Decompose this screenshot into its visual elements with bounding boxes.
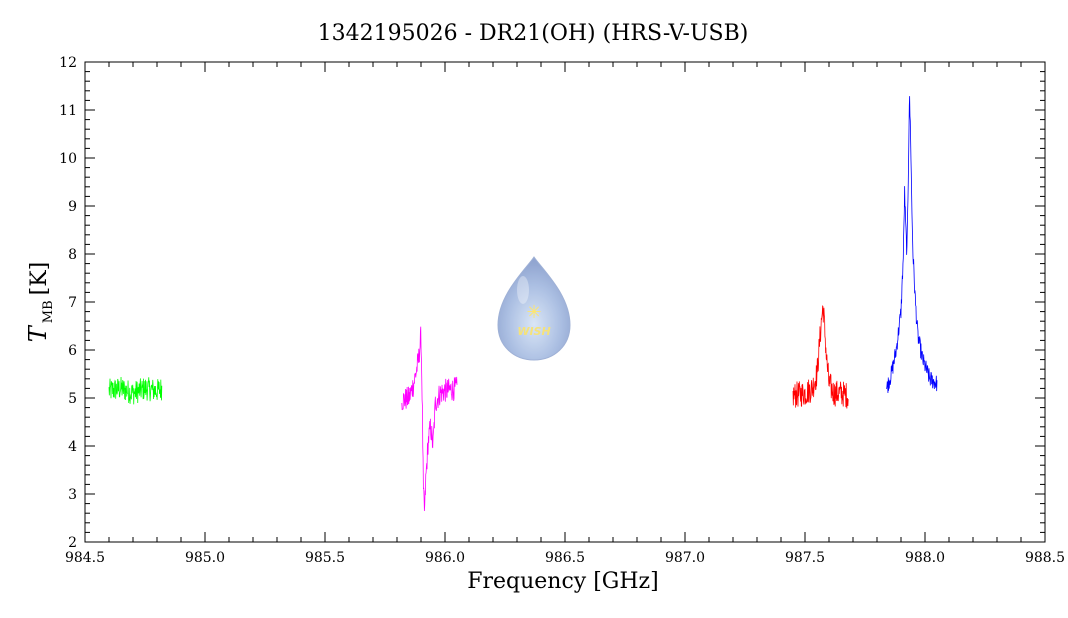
y-tick-label: 7: [68, 295, 77, 311]
series-layer: [108, 96, 938, 512]
x-tick-label: 988.5: [1025, 550, 1065, 566]
y-tick-label: 4: [68, 439, 77, 455]
x-tick-label: 987.5: [785, 550, 825, 566]
y-tick-label: 6: [68, 343, 77, 359]
chart-title: 1342195026 - DR21(OH) (HRS-V-USB): [318, 21, 749, 46]
y-tick-label: 2: [68, 535, 77, 551]
drop-highlight: [517, 276, 529, 304]
x-tick-label: 985.0: [185, 550, 225, 566]
x-tick-label: 986.0: [425, 550, 465, 566]
plot-area: ✳ WISH: [108, 96, 938, 512]
y-axis: 2 3 4 5 6 7 8 9 10 11 12: [59, 55, 1045, 551]
y-tick-label: 3: [68, 487, 77, 503]
y-axis-label-sub: MB: [41, 300, 56, 323]
x-tick-label: 984.5: [65, 550, 105, 566]
x-tick-label: 986.5: [545, 550, 585, 566]
y-tick-label: 5: [68, 391, 77, 407]
y-tick-label: 9: [68, 199, 77, 215]
spectrum-series-3: [792, 305, 849, 409]
y-axis-label: TMB [K]: [24, 262, 56, 343]
y-tick-label: 10: [59, 151, 77, 167]
water-drop-icon: [497, 256, 571, 361]
spectrum-series-4: [886, 96, 938, 393]
x-tick-label: 987.0: [665, 550, 705, 566]
y-tick-label: 8: [68, 247, 77, 263]
wish-logo: ✳ WISH: [497, 256, 571, 361]
y-axis-label-main: T: [24, 324, 52, 342]
spectrum-series-2: [401, 326, 458, 512]
y-tick-label: 12: [59, 55, 77, 71]
x-axis-label: Frequency [GHz]: [467, 569, 659, 594]
x-tick-label: 988.0: [905, 550, 945, 566]
y-tick-label: 11: [59, 103, 77, 119]
x-axis: 984.5 985.0 985.5 986.0 986.5 987.0 987.5 988.0…: [65, 62, 1065, 566]
star-icon: ✳: [526, 302, 541, 323]
y-axis-label-unit: [K]: [27, 262, 52, 296]
x-tick-label: 985.5: [305, 550, 345, 566]
spectrum-series-1: [108, 377, 163, 405]
wish-logo-text: WISH: [517, 325, 550, 338]
